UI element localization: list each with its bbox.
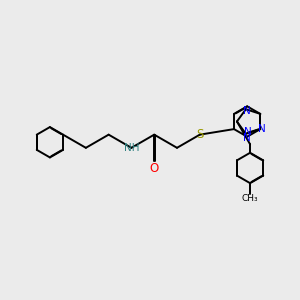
Text: O: O xyxy=(150,162,159,176)
Text: N: N xyxy=(243,106,251,116)
Text: CH₃: CH₃ xyxy=(242,194,258,203)
Text: N: N xyxy=(258,124,266,134)
Text: NH: NH xyxy=(124,143,139,153)
Text: S: S xyxy=(196,128,203,141)
Text: N: N xyxy=(243,133,251,143)
Text: N: N xyxy=(244,128,252,137)
